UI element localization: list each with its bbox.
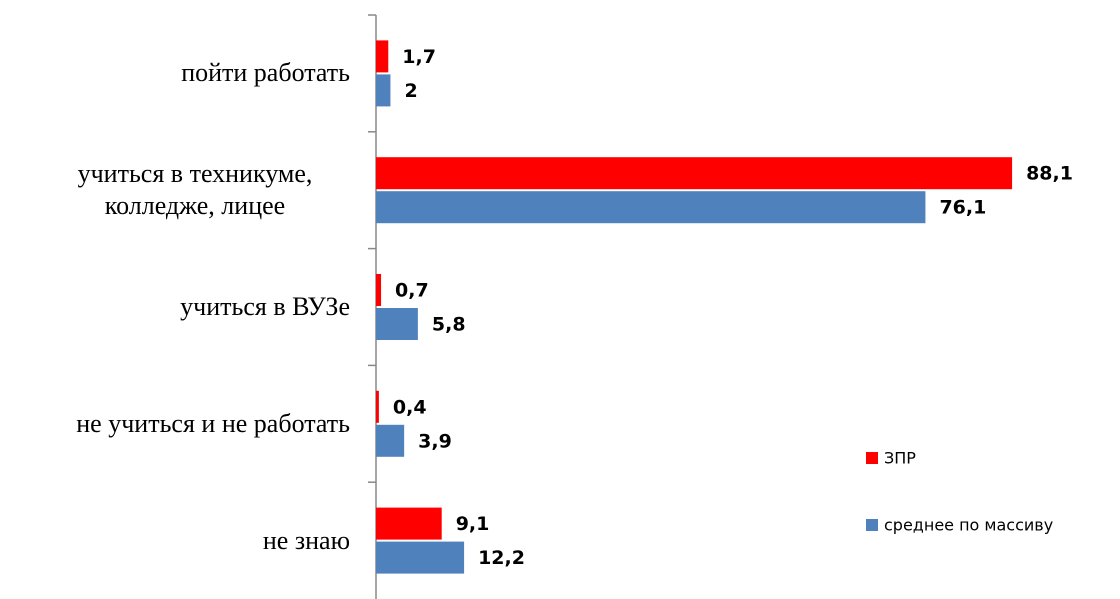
legend-label: среднее по массиву (884, 516, 1053, 535)
category-label: не знаю (262, 525, 350, 555)
value-label: 76,1 (939, 197, 986, 219)
category-label: учиться в ВУЗе (180, 292, 350, 321)
legend-swatch (866, 452, 878, 464)
value-label: 5,8 (432, 314, 466, 336)
bar (376, 507, 442, 540)
bar (376, 308, 418, 340)
legend-swatch (866, 519, 878, 531)
bar (376, 74, 391, 107)
bar (376, 274, 382, 306)
bar (376, 157, 1013, 190)
bar (376, 390, 379, 423)
category-label: не учиться и не работать (76, 408, 350, 438)
value-label: 1,7 (402, 46, 436, 68)
value-label: 0,7 (395, 280, 429, 302)
bar (376, 424, 405, 457)
legend-label: ЗПР (884, 449, 916, 468)
bar (376, 40, 389, 73)
category-label: пойти работать (181, 58, 350, 88)
value-label: 88,1 (1026, 163, 1073, 185)
bar (376, 541, 465, 574)
category-label: учиться в техникуме, колледже, лицее (77, 159, 313, 221)
value-label: 12,2 (478, 547, 525, 569)
value-label: 9,1 (456, 513, 490, 535)
value-label: 3,9 (418, 430, 452, 452)
value-label: 2 (404, 80, 417, 102)
value-label: 0,4 (393, 396, 427, 418)
bar (376, 191, 926, 224)
